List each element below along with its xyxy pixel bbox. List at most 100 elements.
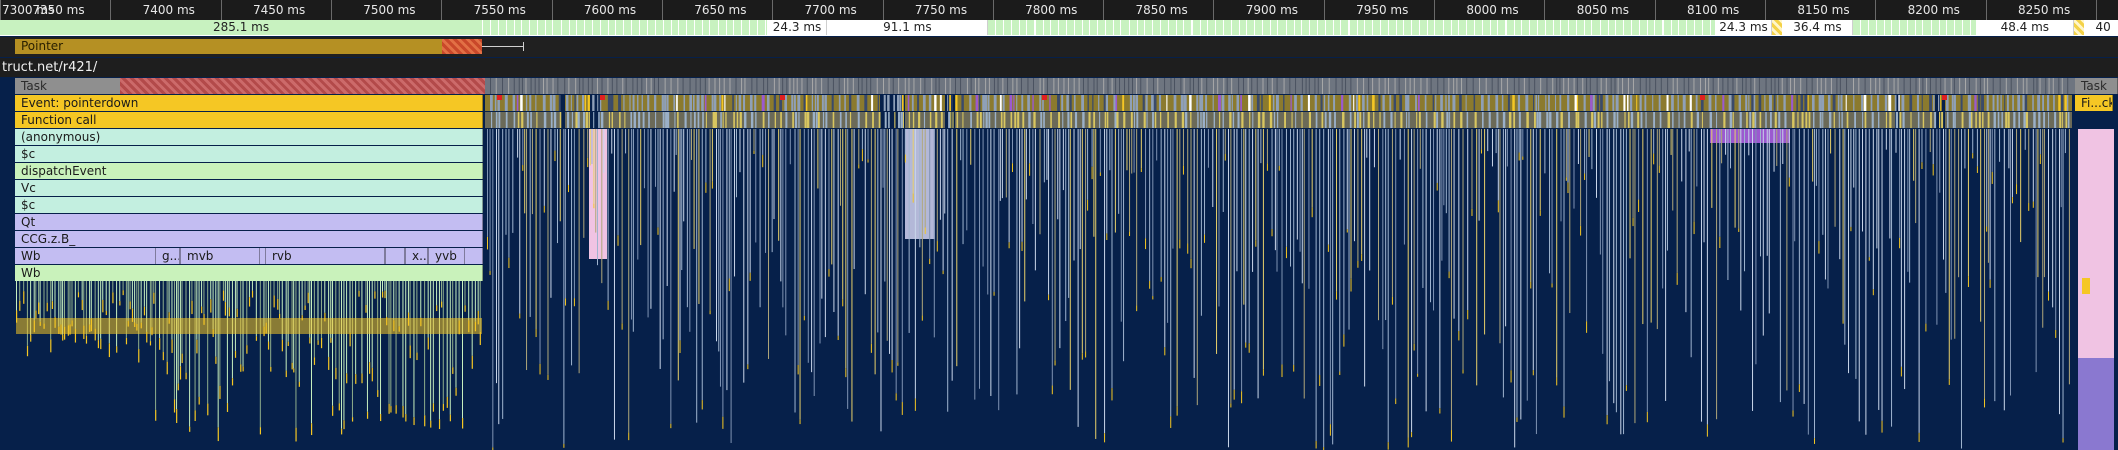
- frame-segment[interactable]: [632, 20, 641, 35]
- frame-segment[interactable]: [1380, 20, 1389, 35]
- frame-segment[interactable]: [1184, 20, 1193, 35]
- frame-segment[interactable]: [702, 20, 711, 35]
- flame-wb-child[interactable]: g...: [155, 248, 180, 264]
- frame-segment[interactable]: [1686, 20, 1695, 35]
- frame-segment[interactable]: [1004, 20, 1013, 35]
- frame-segment[interactable]: [1152, 20, 1162, 35]
- task-bar-right[interactable]: Task: [2075, 78, 2118, 94]
- frame-segment[interactable]: [1908, 20, 1917, 35]
- frame-segment[interactable]: [1019, 20, 1028, 35]
- frame-segment[interactable]: [1632, 20, 1641, 35]
- time-ruler[interactable]: 7300 ms 7350 ms 7400 ms 7450 ms 7500 ms 7550 …: [0, 0, 2118, 21]
- frame-segment[interactable]: 24.3 ms: [767, 20, 828, 35]
- frame-segment[interactable]: [1223, 20, 1232, 35]
- frame-segment[interactable]: [1702, 20, 1711, 35]
- frame-segment[interactable]: [1192, 20, 1201, 35]
- frame-segment[interactable]: [1357, 20, 1366, 35]
- frame-segment[interactable]: [545, 20, 554, 35]
- frame-segment[interactable]: [1215, 20, 1224, 35]
- frame-segment[interactable]: [1616, 20, 1624, 35]
- frame-segment[interactable]: [1051, 20, 1059, 35]
- flame-wb-child[interactable]: x...: [405, 248, 428, 264]
- frame-segment[interactable]: [1318, 20, 1327, 35]
- flame-row-bar[interactable]: Function call: [15, 112, 483, 128]
- frame-segment[interactable]: [1963, 20, 1972, 35]
- frame-segment[interactable]: [1043, 20, 1052, 35]
- frame-segment[interactable]: 40: [2084, 20, 2118, 35]
- frame-segment[interactable]: [1058, 20, 1067, 35]
- frame-segment[interactable]: [758, 20, 766, 35]
- flame-wb-child[interactable]: [385, 248, 405, 264]
- frame-segment[interactable]: [988, 20, 996, 35]
- frame-segment[interactable]: 36.4 ms: [1782, 20, 1854, 35]
- frame-segment[interactable]: [593, 20, 602, 35]
- frame-segment[interactable]: [1900, 20, 1909, 35]
- frame-segment[interactable]: [1388, 20, 1397, 35]
- frame-segment[interactable]: [741, 20, 751, 35]
- frame-segment[interactable]: [1710, 20, 1717, 35]
- frame-segment[interactable]: [1608, 20, 1617, 35]
- frame-segment[interactable]: [1561, 20, 1570, 35]
- frame-segment[interactable]: [1396, 20, 1404, 35]
- main-thread-header[interactable]: truct.net/r421/: [0, 58, 2118, 77]
- flame-row-bar[interactable]: Vc: [15, 180, 483, 196]
- frame-segment[interactable]: [584, 20, 594, 35]
- frame-segment[interactable]: [1623, 20, 1633, 35]
- flame-row-bar[interactable]: $c: [15, 146, 483, 162]
- frame-segment[interactable]: [663, 20, 672, 35]
- frame-segment[interactable]: [687, 20, 696, 35]
- frame-segment[interactable]: [1333, 20, 1342, 35]
- frame-segment[interactable]: [655, 20, 664, 35]
- frame-segment[interactable]: [765, 20, 768, 35]
- frame-segment[interactable]: [1278, 20, 1287, 35]
- frame-segment[interactable]: [678, 20, 688, 35]
- frame-segment[interactable]: [1947, 20, 1955, 35]
- frame-segment[interactable]: [538, 20, 546, 35]
- frame-segment[interactable]: [2073, 20, 2085, 35]
- frame-segment[interactable]: [1145, 20, 1153, 35]
- flame-wb-child[interactable]: rvb: [265, 248, 385, 264]
- frame-segment[interactable]: [1466, 20, 1476, 35]
- frame-segment[interactable]: [1200, 20, 1209, 35]
- flame-wb-child[interactable]: mvb: [180, 248, 260, 264]
- frame-segment[interactable]: [1475, 20, 1484, 35]
- flame-row-bar[interactable]: (anonymous): [15, 129, 483, 145]
- frame-segment[interactable]: [1647, 20, 1656, 35]
- frame-segment[interactable]: [1208, 20, 1216, 35]
- frame-segment[interactable]: [1663, 20, 1672, 35]
- flame-row-bar[interactable]: dispatchEvent: [15, 163, 483, 179]
- frame-segment[interactable]: [1161, 20, 1170, 35]
- frame-segment[interactable]: [1302, 20, 1310, 35]
- frame-segment[interactable]: [1853, 20, 1861, 35]
- frame-segment[interactable]: [1326, 20, 1334, 35]
- frame-segment[interactable]: [1679, 20, 1687, 35]
- frame-segment[interactable]: [1309, 20, 1319, 35]
- frame-segment[interactable]: [514, 20, 522, 35]
- frame-segment[interactable]: [1592, 20, 1601, 35]
- frame-segment[interactable]: [1114, 20, 1122, 35]
- frame-segment[interactable]: [1771, 20, 1783, 35]
- frame-segment[interactable]: [1286, 20, 1295, 35]
- frame-segment[interactable]: [601, 20, 609, 35]
- frame-segment[interactable]: [1671, 20, 1680, 35]
- flame-row-bar[interactable]: Qt: [15, 214, 483, 230]
- frame-segment[interactable]: [1655, 20, 1664, 35]
- frame-segment[interactable]: [1239, 20, 1247, 35]
- frame-segment[interactable]: [1443, 20, 1452, 35]
- frame-segment[interactable]: [1916, 20, 1924, 35]
- frame-segment[interactable]: [1255, 20, 1264, 35]
- frame-segment[interactable]: [1451, 20, 1460, 35]
- flame-row-bar[interactable]: CCG.z.B_: [15, 231, 483, 247]
- frame-segment[interactable]: [1349, 20, 1358, 35]
- frame-segment[interactable]: [1035, 20, 1044, 35]
- frame-segment[interactable]: [1860, 20, 1869, 35]
- frame-segment[interactable]: [1121, 20, 1130, 35]
- flame-row-bar[interactable]: Wb: [15, 265, 483, 281]
- frame-segment[interactable]: [1012, 20, 1020, 35]
- frame-segment[interactable]: [710, 20, 719, 35]
- frame-segment[interactable]: [1537, 20, 1546, 35]
- frame-segment[interactable]: [1420, 20, 1428, 35]
- frame-segment[interactable]: [521, 20, 531, 35]
- frame-segment[interactable]: [750, 20, 759, 35]
- frame-segment[interactable]: [1884, 20, 1893, 35]
